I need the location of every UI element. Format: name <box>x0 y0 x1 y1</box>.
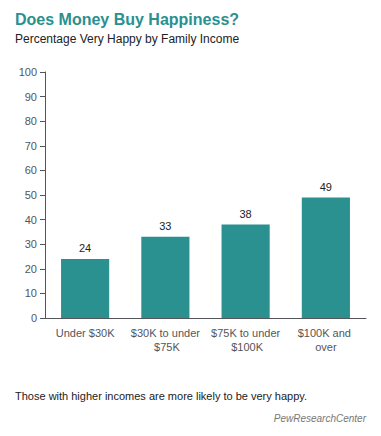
svg-text:$75K: $75K <box>151 341 180 353</box>
svg-text:$100K: $100K <box>228 341 264 353</box>
svg-text:50: 50 <box>25 189 37 201</box>
svg-text:80: 80 <box>25 115 37 127</box>
svg-text:PewResearchCenter: PewResearchCenter <box>274 413 367 424</box>
svg-text:24: 24 <box>79 242 91 254</box>
svg-text:30: 30 <box>25 238 37 250</box>
svg-text:90: 90 <box>25 91 37 103</box>
svg-text:40: 40 <box>25 214 37 226</box>
svg-text:Under $30K: Under $30K <box>56 327 115 339</box>
svg-text:60: 60 <box>25 164 37 176</box>
svg-text:Does Money Buy Happiness?: Does Money Buy Happiness? <box>15 11 239 28</box>
svg-text:10: 10 <box>25 287 37 299</box>
svg-text:$100K and: $100K and <box>298 327 354 339</box>
svg-text:0: 0 <box>31 312 37 324</box>
svg-text:20: 20 <box>25 263 37 275</box>
svg-text:33: 33 <box>159 220 171 232</box>
svg-text:70: 70 <box>25 140 37 152</box>
svg-text:Those with higher incomes are: Those with higher incomes are more likel… <box>15 390 307 402</box>
svg-text:100: 100 <box>19 66 37 78</box>
svg-text:49: 49 <box>320 181 332 193</box>
svg-text:over: over <box>315 341 337 353</box>
svg-text:$75K to under: $75K to under <box>211 327 280 339</box>
svg-text:38: 38 <box>240 208 252 220</box>
svg-text:Percentage Very Happy by Famil: Percentage Very Happy by Family Income <box>15 32 239 46</box>
svg-text:$30K to under: $30K to under <box>131 327 200 339</box>
